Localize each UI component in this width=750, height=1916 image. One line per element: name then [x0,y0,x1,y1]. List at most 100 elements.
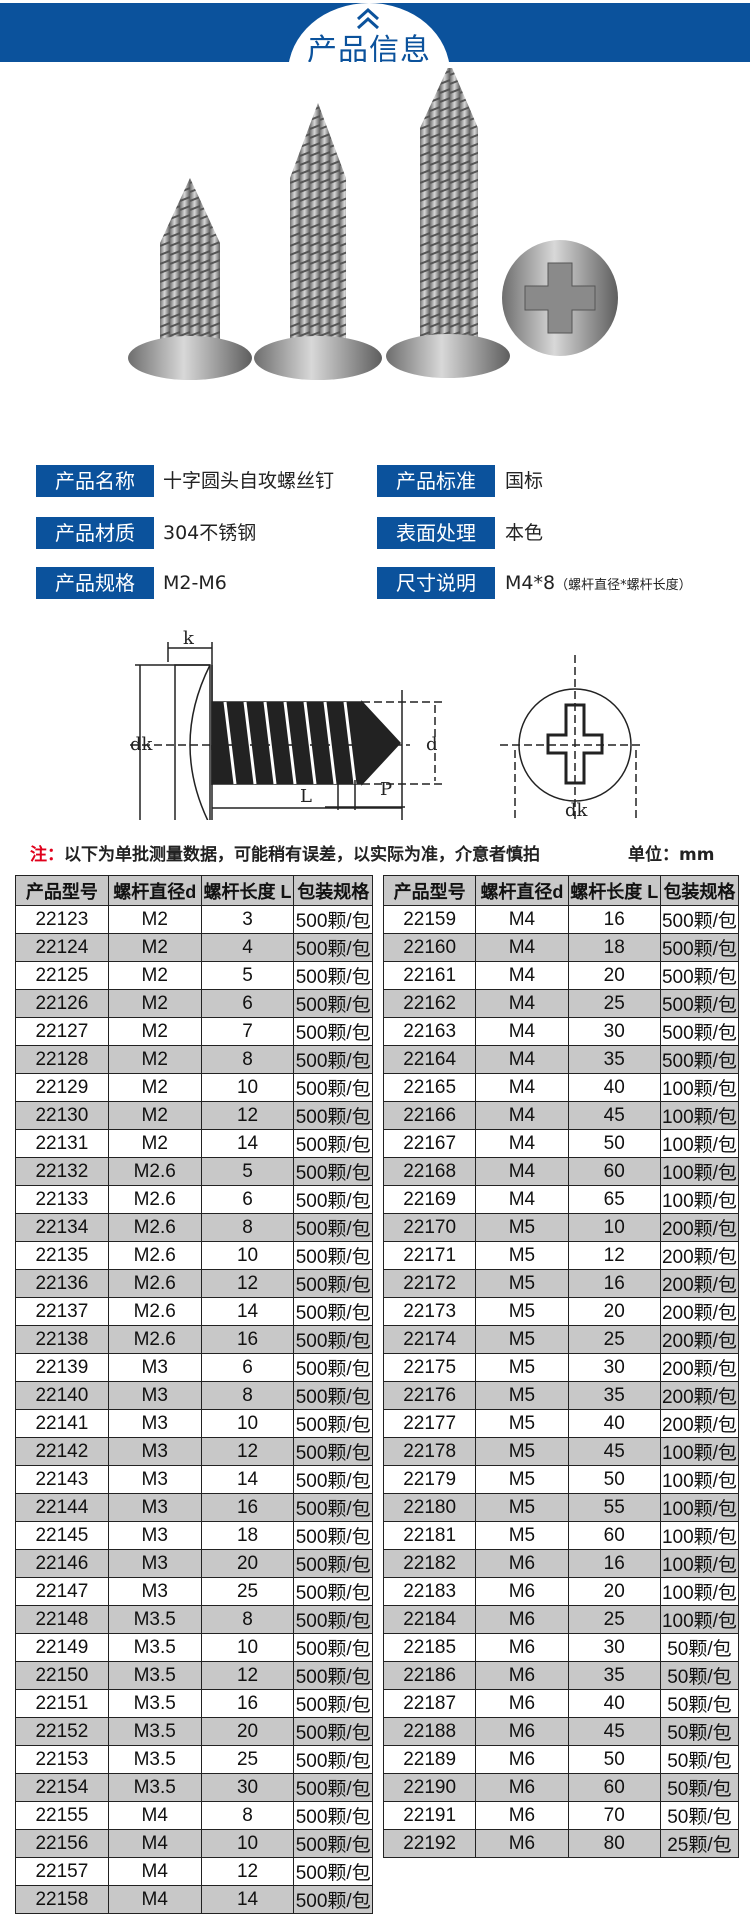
table-row: 22162 M4 25 500颗/包 [382,989,740,1018]
cell-diameter: M3.5 [107,1605,202,1634]
cell-model: 22128 [15,1045,109,1074]
cell-model: 22165 [382,1073,477,1102]
cell-package: 50颗/包 [659,1801,740,1830]
cell-length: 3 [200,905,295,934]
cell-model: 22185 [382,1633,477,1662]
cell-model: 22144 [15,1493,109,1522]
cell-length: 45 [567,1101,661,1130]
cell-model: 22157 [15,1857,109,1886]
cell-model: 22145 [15,1521,109,1550]
cell-diameter: M2.6 [107,1213,202,1242]
cell-diameter: M4 [107,1857,202,1886]
cell-diameter: M2 [107,1129,202,1158]
cell-model: 22134 [15,1213,109,1242]
cell-package: 100颗/包 [659,1521,740,1550]
cell-length: 25 [567,1605,661,1634]
cell-diameter: M6 [475,1633,569,1662]
cell-package: 500颗/包 [659,1045,740,1074]
label-k: k [183,628,195,649]
cell-package: 100颗/包 [659,1073,740,1102]
table-header: 产品型号 螺杆直径d 螺杆长度 L 包装规格 [382,875,740,906]
cell-model: 22149 [15,1633,109,1662]
table-row: 22171 M5 12 200颗/包 [382,1241,740,1270]
cell-diameter: M5 [475,1297,569,1326]
cell-diameter: M4 [475,989,569,1018]
cell-package: 500颗/包 [293,1465,373,1494]
cell-model: 22183 [382,1577,477,1606]
cell-diameter: M3 [107,1521,202,1550]
table-row: 22136 M2.6 12 500颗/包 [15,1269,373,1298]
cell-package: 50颗/包 [659,1661,740,1690]
cell-model: 22142 [15,1437,109,1466]
cell-package: 500颗/包 [293,1213,373,1242]
table-row: 22128 M2 8 500颗/包 [15,1045,373,1074]
table-row: 22179 M5 50 100颗/包 [382,1465,740,1494]
cell-package: 500颗/包 [293,905,373,934]
cell-diameter: M3.5 [107,1745,202,1774]
measurement-note: 注：以下为单批测量数据，可能稍有误差，以实际为准，介意者慎拍 [30,840,540,865]
cell-package: 500颗/包 [293,1045,373,1074]
cell-length: 40 [567,1409,661,1438]
cell-model: 22139 [15,1353,109,1382]
cell-diameter: M6 [475,1689,569,1718]
cell-model: 22123 [15,905,109,934]
cell-length: 60 [567,1773,661,1802]
cell-model: 22132 [15,1157,109,1186]
cell-diameter: M5 [475,1269,569,1298]
header-diameter: 螺杆直径d [107,875,202,906]
cell-model: 22168 [382,1157,477,1186]
cell-package: 500颗/包 [293,961,373,990]
cell-model: 22147 [15,1577,109,1606]
cell-length: 12 [200,1101,295,1130]
table-row: 22192 M6 80 25颗/包 [382,1829,740,1858]
table-row: 22147 M3 25 500颗/包 [15,1577,373,1606]
cell-diameter: M2 [107,1101,202,1130]
cell-length: 25 [567,989,661,1018]
cell-length: 45 [567,1717,661,1746]
cell-length: 18 [567,933,661,962]
cell-length: 8 [200,1045,295,1074]
cell-diameter: M4 [107,1801,202,1830]
table-row: 22123 M2 3 500颗/包 [15,905,373,934]
cell-length: 50 [567,1129,661,1158]
table-row: 22126 M2 6 500颗/包 [15,989,373,1018]
cell-package: 500颗/包 [659,905,740,934]
cell-diameter: M6 [475,1717,569,1746]
cell-diameter: M4 [475,1045,569,1074]
cell-length: 16 [567,1549,661,1578]
cell-diameter: M4 [475,1185,569,1214]
cell-length: 50 [567,1745,661,1774]
table-row: 22182 M6 16 100颗/包 [382,1549,740,1578]
cell-length: 14 [200,1885,295,1914]
cell-package: 500颗/包 [293,933,373,962]
cell-diameter: M6 [475,1605,569,1634]
table-row: 22133 M2.6 6 500颗/包 [15,1185,373,1214]
cell-length: 35 [567,1045,661,1074]
cell-diameter: M3 [107,1381,202,1410]
table-row: 22165 M4 40 100颗/包 [382,1073,740,1102]
cell-model: 22186 [382,1661,477,1690]
cell-length: 18 [200,1521,295,1550]
cell-model: 22127 [15,1017,109,1046]
cell-model: 22190 [382,1773,477,1802]
cell-model: 22167 [382,1129,477,1158]
cell-length: 25 [567,1325,661,1354]
cell-model: 22133 [15,1185,109,1214]
label-product-name: 产品名称 [36,465,154,497]
cell-length: 20 [200,1717,295,1746]
label-spec: 产品规格 [36,567,154,599]
table-row: 22144 M3 16 500颗/包 [15,1493,373,1522]
cell-diameter: M5 [475,1437,569,1466]
table-row: 22137 M2.6 14 500颗/包 [15,1297,373,1326]
label-l: L [300,786,312,807]
cell-package: 500颗/包 [293,1241,373,1270]
cell-model: 22137 [15,1297,109,1326]
table-row: 22187 M6 40 50颗/包 [382,1689,740,1718]
cell-model: 22161 [382,961,477,990]
cell-length: 14 [200,1465,295,1494]
cell-diameter: M4 [475,1101,569,1130]
value-standard: 国标 [505,470,544,492]
cell-package: 200颗/包 [659,1213,740,1242]
spec-table-right: 产品型号 螺杆直径d 螺杆长度 L 包装规格 22159 M4 16 500颗/包 22… [382,875,740,1858]
table-row: 22175 M5 30 200颗/包 [382,1353,740,1382]
